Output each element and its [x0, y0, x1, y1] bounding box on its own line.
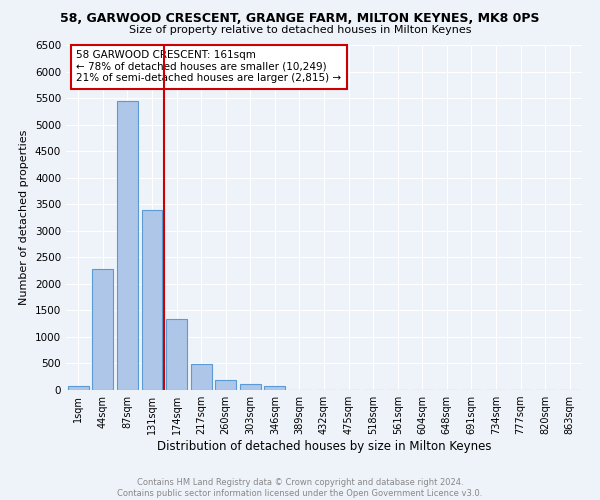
Bar [92, 269, 113, 390]
Bar [240, 384, 261, 390]
Bar [142, 210, 163, 390]
Text: 58 GARWOOD CRESCENT: 161sqm
← 78% of detached houses are smaller (10,249)
21% of: 58 GARWOOD CRESCENT: 161sqm ← 78% of det… [76, 50, 341, 84]
Bar [215, 380, 236, 390]
Bar [191, 364, 212, 390]
Text: Size of property relative to detached houses in Milton Keynes: Size of property relative to detached ho… [129, 25, 471, 35]
Bar [166, 319, 187, 390]
Y-axis label: Number of detached properties: Number of detached properties [19, 130, 29, 305]
Text: 58, GARWOOD CRESCENT, GRANGE FARM, MILTON KEYNES, MK8 0PS: 58, GARWOOD CRESCENT, GRANGE FARM, MILTO… [60, 12, 540, 26]
Bar [265, 386, 286, 390]
Bar [117, 100, 138, 390]
X-axis label: Distribution of detached houses by size in Milton Keynes: Distribution of detached houses by size … [157, 440, 491, 453]
Text: Contains HM Land Registry data © Crown copyright and database right 2024.
Contai: Contains HM Land Registry data © Crown c… [118, 478, 482, 498]
Bar [68, 386, 89, 390]
